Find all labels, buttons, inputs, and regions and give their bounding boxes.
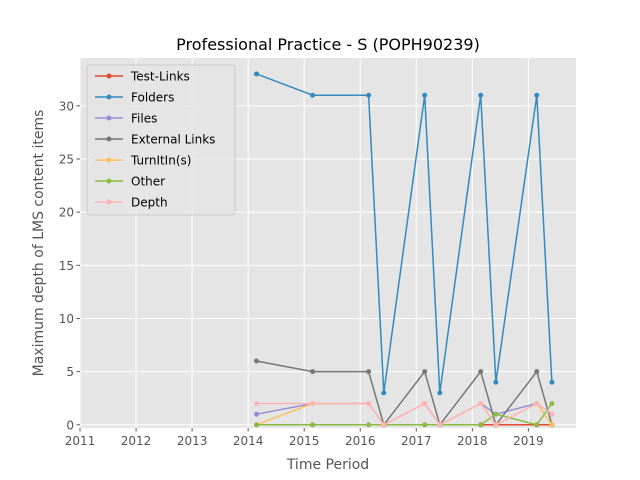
- data-point: [310, 401, 316, 407]
- y-tick-label: 30: [59, 99, 74, 113]
- x-tick-label: 2016: [345, 434, 376, 448]
- series-depth: [254, 401, 555, 428]
- data-point: [422, 422, 428, 428]
- x-tick-label: 2011: [65, 434, 96, 448]
- data-point: [534, 92, 540, 98]
- data-point: [493, 411, 499, 417]
- data-point: [422, 92, 428, 98]
- data-point: [366, 369, 372, 375]
- legend-box: [86, 64, 236, 216]
- legend-label: TurnItIn(s): [130, 154, 191, 168]
- y-tick-label: 5: [66, 365, 74, 379]
- data-point: [254, 411, 260, 417]
- data-point: [549, 401, 555, 407]
- y-tick-label: 25: [59, 153, 74, 167]
- data-point: [366, 422, 372, 428]
- legend-item: Other: [95, 175, 165, 189]
- data-point: [493, 422, 499, 428]
- series-line: [256, 403, 553, 426]
- y-tick-label: 15: [59, 259, 74, 273]
- x-tick-label: 2018: [457, 434, 488, 448]
- data-point: [310, 422, 316, 428]
- x-tick-label: 2013: [177, 434, 208, 448]
- series-line: [256, 360, 553, 426]
- x-tick-label: 2019: [513, 434, 544, 448]
- data-point: [437, 390, 443, 396]
- legend-item: Files: [95, 112, 157, 126]
- legend-item: Test-Links: [95, 70, 190, 84]
- legend-item: External Links: [95, 133, 215, 147]
- data-point: [478, 92, 484, 98]
- axis-ticks: 2011 2012 2013 2014 2015 2016 2017 2018 20190510…: [59, 99, 544, 448]
- data-point: [366, 92, 372, 98]
- legend-label: Folders: [131, 91, 174, 105]
- series-layer: [254, 71, 555, 428]
- legend: Test-Links Folders Files External Links Turn…: [86, 64, 236, 216]
- legend-label: Test-Links: [130, 70, 190, 84]
- legend-swatch-marker: [106, 157, 112, 163]
- data-point: [254, 71, 260, 77]
- data-point: [381, 422, 387, 428]
- data-point: [437, 422, 443, 428]
- series-line: [256, 402, 553, 426]
- legend-swatch-marker: [106, 115, 112, 121]
- data-point: [534, 422, 540, 428]
- data-point: [254, 422, 260, 428]
- y-tick-label: 0: [66, 418, 74, 432]
- y-tick-label: 20: [59, 206, 74, 220]
- data-point: [422, 369, 428, 375]
- legend-item: TurnItIn(s): [95, 154, 191, 168]
- data-point: [534, 401, 540, 407]
- legend-label: Other: [131, 175, 165, 189]
- y-axis-label: Maximum depth of LMS content items: [31, 110, 47, 377]
- data-point: [254, 358, 260, 364]
- legend-swatch-marker: [106, 199, 112, 205]
- series-folders: [254, 71, 555, 396]
- data-point: [549, 411, 555, 417]
- data-point: [549, 422, 555, 428]
- x-tick-label: 2015: [289, 434, 320, 448]
- data-point: [534, 369, 540, 375]
- series-line: [256, 73, 553, 394]
- legend-item: Folders: [95, 91, 174, 105]
- data-point: [478, 422, 484, 428]
- data-point: [422, 401, 428, 407]
- data-point: [493, 379, 499, 385]
- data-point: [478, 401, 484, 407]
- legend-swatch-marker: [106, 94, 112, 100]
- x-tick-label: 2017: [401, 434, 432, 448]
- chart-title: Professional Practice - S (POPH90239): [176, 35, 480, 54]
- x-axis-label: Time Period: [286, 457, 369, 473]
- y-tick-label: 10: [59, 312, 74, 326]
- data-point: [366, 401, 372, 407]
- legend-swatch-marker: [106, 73, 112, 79]
- data-point: [310, 92, 316, 98]
- data-point: [381, 390, 387, 396]
- legend-item: Depth: [95, 196, 168, 210]
- x-tick-label: 2012: [121, 434, 152, 448]
- x-tick-label: 2014: [233, 434, 264, 448]
- data-point: [478, 369, 484, 375]
- legend-swatch-marker: [106, 178, 112, 184]
- legend-swatch-marker: [106, 136, 112, 142]
- legend-label: External Links: [131, 133, 215, 147]
- data-point: [310, 369, 316, 375]
- data-point: [549, 379, 555, 385]
- legend-label: Depth: [131, 196, 168, 210]
- legend-label: Files: [131, 112, 157, 126]
- data-point: [254, 401, 260, 407]
